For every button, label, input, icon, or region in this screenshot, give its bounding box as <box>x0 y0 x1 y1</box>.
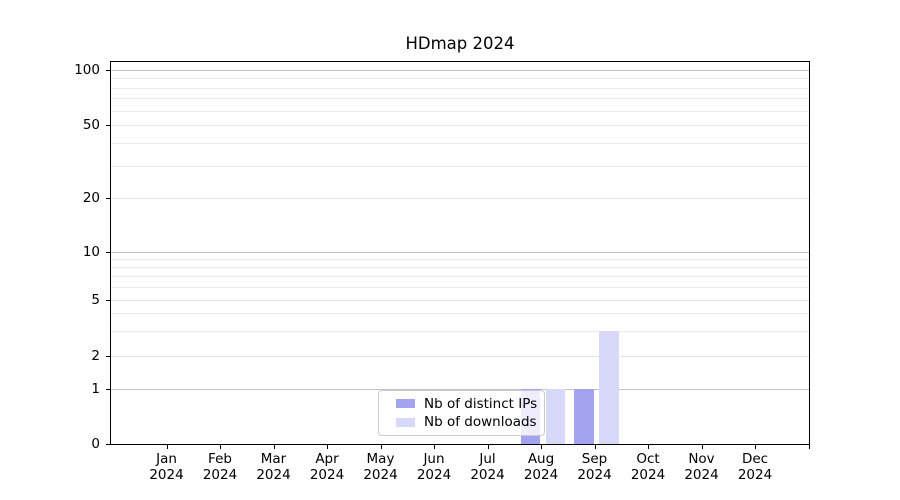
gridline-minor-4 <box>111 313 809 315</box>
x-tick-label-jan: Jan 2024 <box>149 451 184 483</box>
x-tick-oct <box>648 445 650 449</box>
y-tick-1 <box>106 389 110 391</box>
y-tick-10 <box>106 252 110 254</box>
x-tick-label-dec: Dec 2024 <box>737 451 773 483</box>
gridline-20 <box>111 198 809 199</box>
x-tick-label-feb: Feb 2024 <box>202 451 238 483</box>
gridline-5 <box>111 299 809 301</box>
y-tick-label-0: 0 <box>91 436 100 452</box>
y-tick-label-100: 100 <box>74 62 100 78</box>
plot-area <box>110 61 810 445</box>
gridline-minor-90 <box>111 78 809 80</box>
bar-downloads <box>599 330 619 444</box>
gridline-major-1 <box>111 389 809 390</box>
x-tick-label-oct: Oct 2024 <box>630 451 666 483</box>
x-tick-mar <box>273 445 275 449</box>
legend-swatch-distinct-ips <box>396 398 415 409</box>
gridline-minor-80 <box>111 87 809 89</box>
y-tick-label-20: 20 <box>82 190 100 206</box>
y-tick-50 <box>106 125 110 127</box>
x-tick-label-jul: Jul 2024 <box>470 451 505 483</box>
gridline-minor-3 <box>111 330 809 332</box>
y-tick-2 <box>106 355 110 357</box>
x-tick-aug <box>541 445 543 449</box>
x-tick-label-jun: Jun 2024 <box>416 451 452 483</box>
x-tick-nov <box>701 445 703 449</box>
y-tick-label-50: 50 <box>82 117 100 133</box>
gridline-minor-6 <box>111 287 809 288</box>
y-tick-0 <box>106 444 110 446</box>
x-tick-jul <box>487 445 489 449</box>
x-tick-jun <box>434 445 436 449</box>
gridline-major-100 <box>111 70 809 71</box>
y-tick-100 <box>106 70 110 72</box>
gridline-minor-60 <box>111 110 809 112</box>
legend: Nb of distinct IPs Nb of downloads <box>378 390 545 436</box>
legend-label-distinct-ips: Nb of distinct IPs <box>424 395 538 412</box>
x-tick-label-sep: Sep 2024 <box>577 451 612 483</box>
gridline-minor-30 <box>111 165 809 167</box>
y-tick-label-10: 10 <box>82 244 100 260</box>
y-tick-label-5: 5 <box>91 291 100 308</box>
bar-distinct-ips <box>574 389 594 444</box>
legend-label-downloads: Nb of downloads <box>424 414 537 431</box>
legend-row-1: Nb of downloads <box>396 414 537 431</box>
y-tick-5 <box>106 299 110 301</box>
gridline-minor-7 <box>111 276 809 278</box>
x-tick-label-mar: Mar 2024 <box>256 451 291 483</box>
x-tick-label-aug: Aug 2024 <box>523 451 559 483</box>
chart-title: HDmap 2024 <box>405 34 515 53</box>
gridline-50 <box>111 125 809 126</box>
gridline-minor-9 <box>111 259 809 261</box>
gridline-minor-70 <box>111 98 809 100</box>
gridline-2 <box>111 355 809 357</box>
x-tick-right-boundary <box>808 445 810 449</box>
bar-downloads <box>545 389 565 444</box>
gridline-minor-40 <box>111 142 809 144</box>
y-tick-20 <box>106 198 110 200</box>
y-tick-label-2: 2 <box>91 347 100 364</box>
x-tick-feb <box>220 445 222 449</box>
x-tick-may <box>380 445 382 449</box>
legend-swatch-downloads <box>396 417 415 428</box>
x-tick-label-nov: Nov 2024 <box>684 451 719 483</box>
x-tick-label-may: May 2024 <box>363 451 398 483</box>
x-tick-sep <box>594 445 596 449</box>
gridline-minor-8 <box>111 267 809 269</box>
x-tick-label-apr: Apr 2024 <box>309 451 345 483</box>
gridline-major-10 <box>111 252 809 253</box>
x-tick-dec <box>755 445 757 449</box>
y-tick-label-1: 1 <box>91 381 100 397</box>
legend-row-0: Nb of distinct IPs <box>396 395 538 412</box>
x-tick-jan <box>166 445 168 449</box>
x-tick-apr <box>327 445 329 449</box>
